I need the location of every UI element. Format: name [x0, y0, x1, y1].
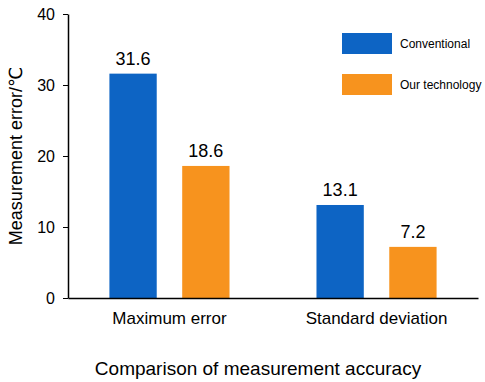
y-axis-title: Measurement error/℃ — [6, 67, 26, 245]
x-axis-title: Comparison of measurement accuracy — [95, 358, 422, 379]
y-tick-label: 10 — [37, 219, 55, 236]
legend-label: Our technology — [400, 78, 481, 92]
bar — [316, 205, 363, 298]
y-tick-mark — [63, 298, 68, 299]
y-tick-label: 40 — [37, 6, 55, 23]
y-tick-label: 30 — [37, 77, 55, 94]
data-labels: 31.6 13.1 18.6 7.2 — [116, 49, 426, 242]
x-tick-label: Standard deviation — [306, 309, 448, 328]
legend: Conventional Our technology — [342, 33, 481, 95]
y-tick: 10 — [37, 219, 68, 236]
y-tick: 20 — [37, 148, 68, 165]
bar — [182, 166, 229, 298]
x-axis-line — [69, 298, 479, 300]
legend-label: Conventional — [400, 37, 470, 51]
y-tick: 30 — [37, 77, 68, 94]
legend-swatch — [342, 33, 392, 54]
legend-item: Conventional — [342, 33, 470, 54]
bars — [109, 74, 436, 298]
legend-swatch — [342, 74, 392, 95]
y-tick: 40 — [37, 6, 68, 23]
x-tick: Maximum error — [112, 298, 227, 328]
chart: 31.6 13.1 18.6 7.2 0 10 20 30 40 Maximum error Sta… — [0, 0, 485, 382]
data-label: 7.2 — [400, 222, 425, 242]
y-tick-mark — [63, 85, 68, 86]
x-tick-label: Maximum error — [112, 309, 227, 328]
y-tick-label: 0 — [46, 290, 55, 307]
bar — [109, 74, 156, 298]
y-tick-mark — [63, 14, 68, 15]
data-label: 31.6 — [116, 49, 151, 69]
y-tick-label: 20 — [37, 148, 55, 165]
data-label: 18.6 — [188, 141, 223, 161]
legend-item: Our technology — [342, 74, 481, 95]
data-label: 13.1 — [323, 180, 358, 200]
y-tick-mark — [63, 156, 68, 157]
x-tick: Standard deviation — [306, 298, 448, 328]
bar — [389, 247, 436, 298]
x-axis: Maximum error Standard deviation — [69, 298, 479, 328]
y-axis: 0 10 20 30 40 — [37, 6, 68, 307]
y-tick-mark — [63, 227, 68, 228]
y-tick: 0 — [46, 290, 68, 307]
